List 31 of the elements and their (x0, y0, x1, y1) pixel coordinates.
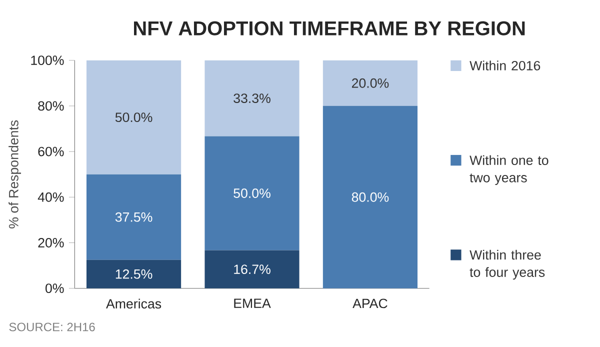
data-label: 50.0% (234, 188, 270, 198)
y-tick-label: 60% (38, 146, 64, 156)
y-tick-label: 0% (46, 284, 64, 294)
bar (204, 250, 300, 288)
source-note: SOURCE: 2H16 (9, 322, 95, 332)
data-label: 37.5% (115, 212, 152, 222)
bar (86, 174, 182, 260)
bar (86, 260, 182, 288)
bar (204, 60, 300, 136)
x-tick-label: Americas (106, 298, 162, 309)
y-tick-label: 40% (38, 192, 64, 202)
x-tick-label: EMEA (234, 298, 271, 308)
bar (204, 136, 300, 250)
y-tick-label: 20% (38, 238, 64, 248)
legend-label: Within 2016 (470, 60, 540, 70)
y-axis-title: % of Respondents (8, 120, 22, 228)
legend-label: Within one to two years (470, 155, 548, 185)
data-label: 50.0% (115, 112, 152, 122)
bar (322, 60, 418, 106)
data-label: 12.5% (116, 269, 152, 279)
legend-label: Within three to four years (470, 250, 545, 280)
y-tick-label: 100% (31, 56, 64, 66)
x-tick-label: APAC (352, 298, 388, 308)
chart-title: NFV ADOPTION TIMEFRAME BY REGION (134, 21, 525, 36)
data-label: 33.3% (234, 94, 270, 104)
bar (322, 106, 418, 288)
data-label: 20.0% (352, 78, 389, 88)
y-tick-label: 80% (38, 101, 64, 111)
data-label: 16.7% (234, 264, 270, 274)
data-label: 80.0% (352, 192, 389, 202)
bar (86, 60, 182, 174)
